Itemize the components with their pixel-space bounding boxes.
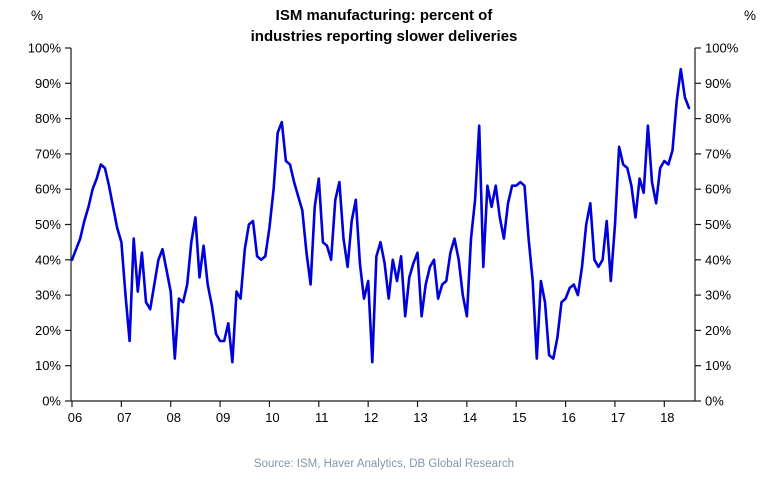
y-tick-label-right: 60% (705, 182, 731, 197)
x-tick-label: 13 (413, 410, 427, 425)
y-tick-label-left: 90% (35, 76, 61, 91)
y-tick-label-right: 70% (705, 146, 731, 161)
x-tick-label: 16 (561, 410, 575, 425)
y-axis-unit-left: % (31, 8, 44, 23)
y-axis-unit-right: % (743, 8, 756, 23)
x-tick-label: 18 (660, 410, 674, 425)
y-tick-label-right: 40% (705, 252, 731, 267)
y-tick-label-left: 20% (35, 323, 61, 338)
y-tick-label-left: 0% (42, 394, 61, 409)
y-tick-label-right: 10% (705, 358, 731, 373)
y-tick-label-left: 100% (28, 41, 62, 56)
y-tick-label-left: 10% (35, 358, 61, 373)
y-tick-label-left: 60% (35, 182, 61, 197)
y-tick-label-left: 40% (35, 252, 61, 267)
source-note: Source: ISM, Haver Analytics, DB Global … (253, 458, 515, 470)
y-tick-label-left: 50% (35, 217, 61, 232)
x-tick-label: 15 (512, 410, 526, 425)
y-tick-label-right: 80% (705, 111, 731, 126)
x-tick-label: 08 (166, 410, 180, 425)
y-tick-label-right: 20% (705, 323, 731, 338)
x-tick-label: 10 (265, 410, 279, 425)
x-tick-label: 06 (68, 410, 82, 425)
x-tick-label: 07 (117, 410, 131, 425)
y-tick-label-left: 70% (35, 146, 61, 161)
x-tick-label: 09 (216, 410, 230, 425)
y-tick-label-right: 50% (705, 217, 731, 232)
y-tick-label-right: 90% (705, 76, 731, 91)
y-tick-label-right: 30% (705, 288, 731, 303)
x-tick-label: 14 (463, 410, 477, 425)
y-tick-label-left: 30% (35, 288, 61, 303)
data-line-slower-deliveries (70, 67, 691, 364)
x-tick-label: 11 (315, 410, 329, 425)
y-tick-label-right: 100% (705, 41, 739, 56)
x-tick-label: 12 (364, 410, 378, 425)
x-tick-label: 17 (611, 410, 625, 425)
chart-title-line1: ISM manufacturing: percent of (275, 7, 493, 24)
y-tick-label-left: 80% (35, 111, 61, 126)
y-tick-label-right: 0% (705, 394, 724, 409)
chart-title-line2: industries reporting slower deliveries (250, 28, 518, 45)
chart-title: ISM manufacturing: percent of industries… (0, 5, 768, 47)
